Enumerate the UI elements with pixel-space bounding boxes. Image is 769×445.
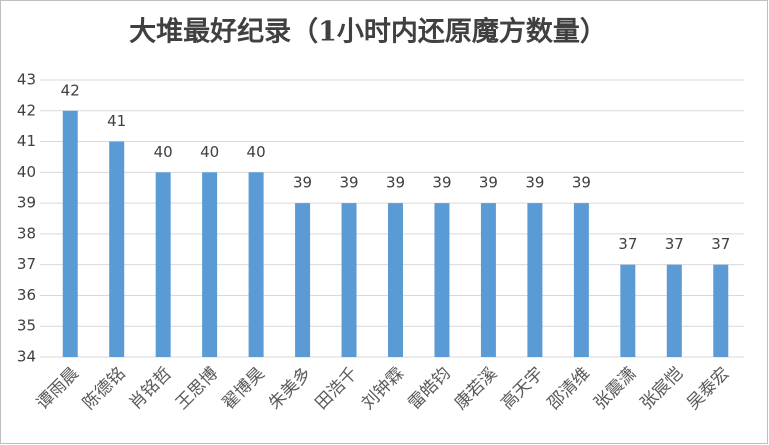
data-label: 40 <box>247 143 266 161</box>
bar <box>295 203 311 357</box>
bar <box>388 203 403 357</box>
data-label: 39 <box>572 174 591 192</box>
data-label: 40 <box>154 143 173 161</box>
bar <box>202 172 218 357</box>
y-tick-label: 41 <box>17 132 36 150</box>
y-tick-label: 36 <box>17 286 36 304</box>
data-label: 39 <box>432 174 451 192</box>
bar <box>620 264 636 357</box>
bar <box>109 141 125 357</box>
bar <box>62 110 78 358</box>
data-label: 39 <box>339 174 358 192</box>
data-label: 41 <box>107 112 126 130</box>
y-tick-label: 34 <box>17 348 36 366</box>
data-label: 40 <box>200 143 219 161</box>
bar <box>573 203 589 357</box>
y-tick-label: 37 <box>17 255 36 273</box>
bar <box>527 203 543 357</box>
y-tick-label: 35 <box>17 317 36 335</box>
data-label: 39 <box>525 174 544 192</box>
data-label: 39 <box>293 174 312 192</box>
bar <box>666 264 682 357</box>
y-tick-label: 38 <box>17 224 36 242</box>
y-tick-label: 43 <box>17 71 36 89</box>
data-label: 39 <box>479 174 498 192</box>
data-label: 37 <box>618 235 637 253</box>
data-label: 37 <box>711 235 730 253</box>
y-tick-label: 42 <box>17 101 36 119</box>
y-tick-label: 40 <box>17 163 36 181</box>
bar <box>155 172 171 357</box>
data-label: 37 <box>665 235 684 253</box>
data-label: 42 <box>61 81 80 99</box>
bar <box>248 172 264 357</box>
bar <box>480 203 496 357</box>
bar <box>713 264 729 357</box>
chart-title: 大堆最好纪录（1小时内还原魔方数量） <box>129 16 607 48</box>
bar <box>434 203 450 357</box>
bar <box>341 203 357 357</box>
y-tick-label: 39 <box>17 194 36 212</box>
data-label: 39 <box>386 174 405 192</box>
